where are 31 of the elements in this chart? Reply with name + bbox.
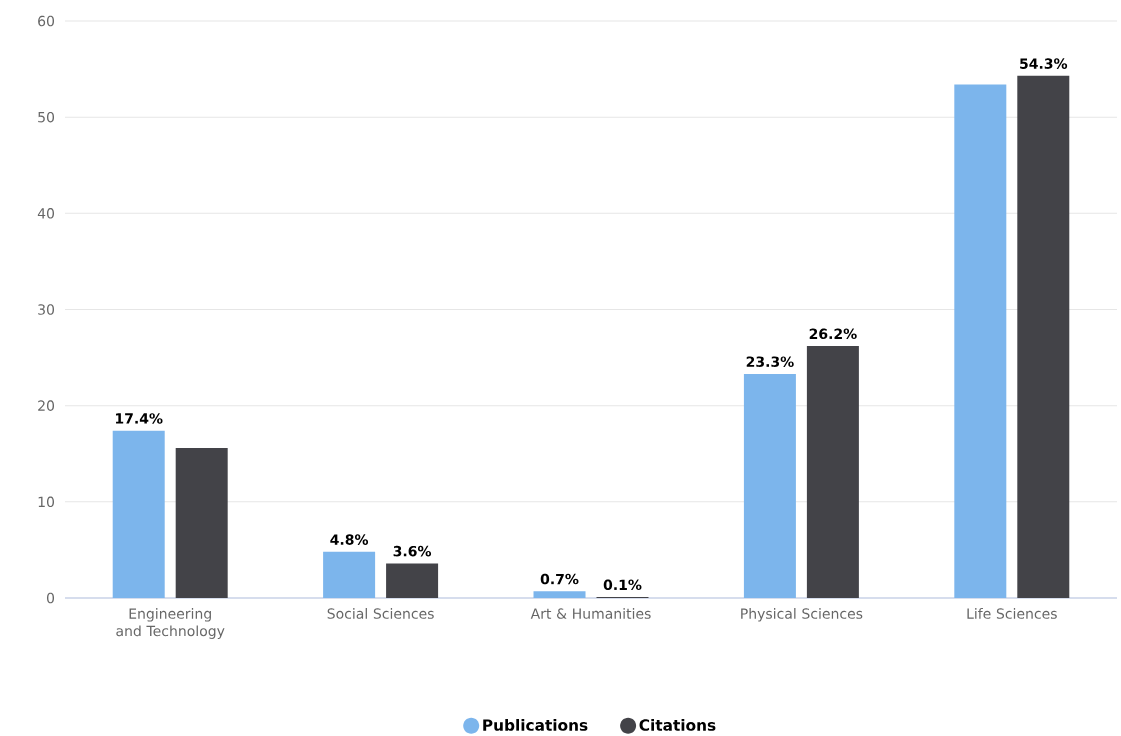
y-tick-label: 40: [37, 208, 55, 219]
legend-label: Publications: [483, 719, 588, 731]
bar: [1017, 75, 1070, 598]
data-label: 54.3%: [1020, 58, 1068, 69]
y-tick-label: 20: [38, 400, 55, 411]
bar: [112, 430, 165, 598]
data-label: 26.2%: [809, 328, 857, 340]
bar: [743, 373, 796, 598]
legend-label: Citations: [639, 719, 716, 731]
bar: [533, 591, 586, 598]
data-label: 23.3%: [746, 356, 794, 367]
y-tick-label: 10: [38, 496, 55, 508]
data-label: 4.8%: [330, 534, 369, 545]
y-tick-label: 60: [38, 15, 55, 27]
bar: [323, 551, 376, 598]
bar: [954, 84, 1007, 598]
data-label: 0.1%: [603, 579, 642, 591]
bar: [386, 563, 439, 598]
x-tick-label: Social Sciences: [327, 608, 434, 619]
x-tick-label: Physical Sciences: [741, 608, 863, 622]
data-label: 0.7%: [540, 573, 579, 585]
bar: [806, 346, 859, 598]
y-tick-label: 0: [46, 592, 55, 604]
bar: [175, 447, 228, 598]
y-tick-label: 50: [38, 111, 55, 123]
data-label: 17.4%: [115, 413, 163, 424]
x-tick-label: Engineering and Technology: [116, 608, 225, 639]
x-tick-label: Art & Humanities: [530, 608, 651, 619]
x-tick-label: Life Sciences: [967, 608, 1057, 619]
y-tick-label: 30: [38, 304, 55, 315]
data-label: 3.6%: [393, 545, 432, 557]
